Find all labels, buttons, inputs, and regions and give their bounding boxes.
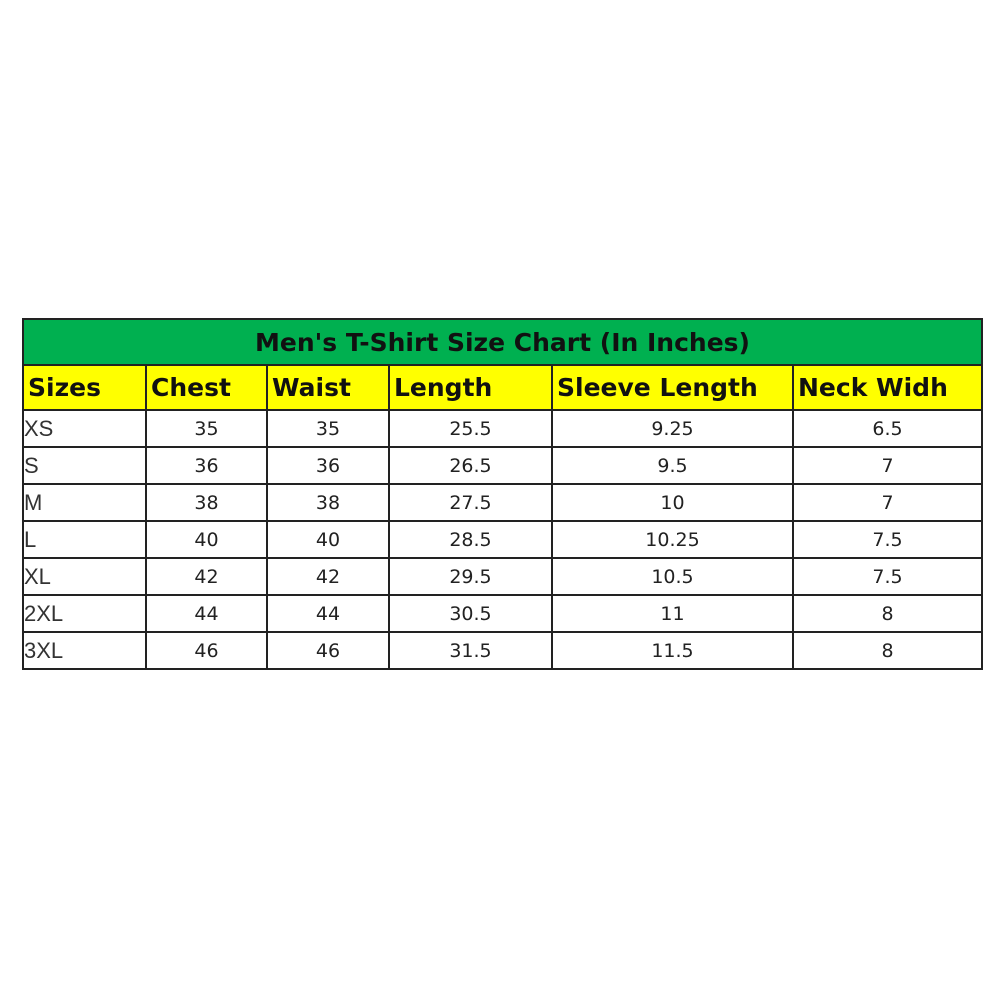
value-cell: 10.25	[551, 520, 794, 559]
table-title: Men's T-Shirt Size Chart (In Inches)	[22, 318, 983, 366]
column-header-waist: Waist	[266, 364, 390, 411]
table-row: 3XL 46 46 31.5 11.5 8	[22, 631, 983, 670]
value-cell: 44	[145, 594, 268, 633]
value-cell: 9.25	[551, 409, 794, 448]
value-cell: 40	[266, 520, 390, 559]
value-cell: 38	[266, 483, 390, 522]
size-cell: XL	[22, 557, 147, 596]
value-cell: 11.5	[551, 631, 794, 670]
value-cell: 6.5	[792, 409, 983, 448]
column-header-length: Length	[388, 364, 553, 411]
value-cell: 11	[551, 594, 794, 633]
value-cell: 46	[266, 631, 390, 670]
column-header-sizes: Sizes	[22, 364, 147, 411]
column-header-sleeve-length: Sleeve Length	[551, 364, 794, 411]
header-row: Sizes Chest Waist Length Sleeve Length Neck W…	[22, 364, 983, 411]
column-header-neck-widh: Neck Widh	[792, 364, 983, 411]
value-cell: 8	[792, 594, 983, 633]
value-cell: 7	[792, 446, 983, 485]
value-cell: 36	[145, 446, 268, 485]
value-cell: 9.5	[551, 446, 794, 485]
value-cell: 42	[266, 557, 390, 596]
value-cell: 44	[266, 594, 390, 633]
size-cell: 3XL	[22, 631, 147, 670]
title-row: Men's T-Shirt Size Chart (In Inches)	[22, 318, 983, 366]
table-row: M 38 38 27.5 10 7	[22, 483, 983, 522]
table-row: L 40 40 28.5 10.25 7.5	[22, 520, 983, 559]
size-cell: M	[22, 483, 147, 522]
value-cell: 10	[551, 483, 794, 522]
value-cell: 35	[266, 409, 390, 448]
size-cell: 2XL	[22, 594, 147, 633]
value-cell: 7.5	[792, 520, 983, 559]
table-row: XS 35 35 25.5 9.25 6.5	[22, 409, 983, 448]
value-cell: 8	[792, 631, 983, 670]
size-cell: L	[22, 520, 147, 559]
value-cell: 25.5	[388, 409, 553, 448]
value-cell: 7.5	[792, 557, 983, 596]
table-row: XL 42 42 29.5 10.5 7.5	[22, 557, 983, 596]
value-cell: 35	[145, 409, 268, 448]
value-cell: 27.5	[388, 483, 553, 522]
value-cell: 42	[145, 557, 268, 596]
value-cell: 30.5	[388, 594, 553, 633]
size-cell: S	[22, 446, 147, 485]
size-chart-table: Men's T-Shirt Size Chart (In Inches) Siz…	[22, 318, 983, 670]
value-cell: 7	[792, 483, 983, 522]
size-cell: XS	[22, 409, 147, 448]
value-cell: 26.5	[388, 446, 553, 485]
column-header-chest: Chest	[145, 364, 268, 411]
value-cell: 31.5	[388, 631, 553, 670]
value-cell: 10.5	[551, 557, 794, 596]
value-cell: 36	[266, 446, 390, 485]
value-cell: 38	[145, 483, 268, 522]
value-cell: 28.5	[388, 520, 553, 559]
table-row: 2XL 44 44 30.5 11 8	[22, 594, 983, 633]
value-cell: 40	[145, 520, 268, 559]
value-cell: 46	[145, 631, 268, 670]
table-row: S 36 36 26.5 9.5 7	[22, 446, 983, 485]
value-cell: 29.5	[388, 557, 553, 596]
